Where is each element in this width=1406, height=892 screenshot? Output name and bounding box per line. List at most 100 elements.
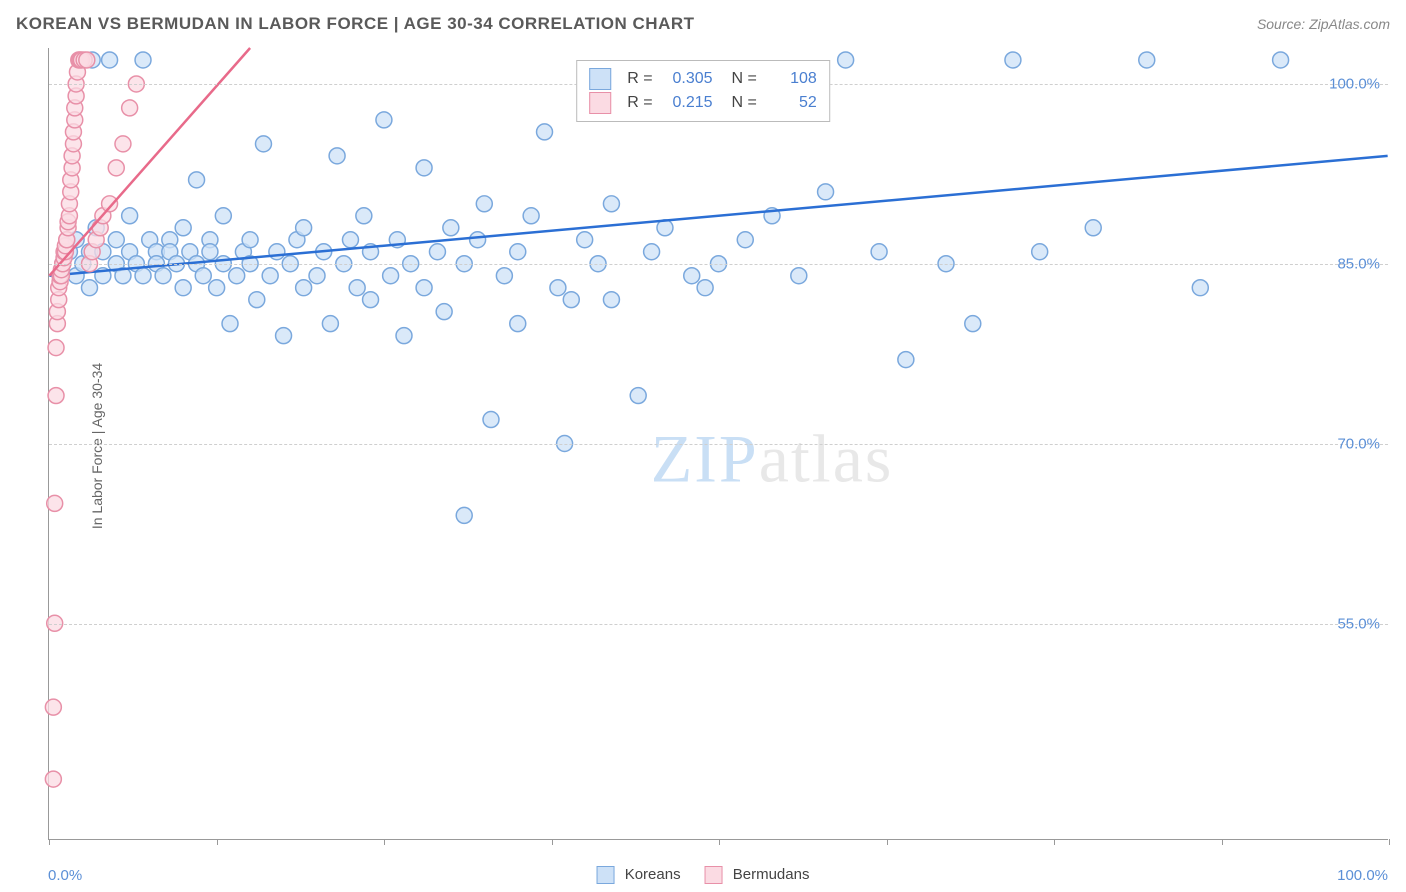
data-point <box>296 280 312 296</box>
data-point <box>262 268 278 284</box>
y-tick-label: 100.0% <box>1329 76 1380 93</box>
data-point <box>122 100 138 116</box>
legend-label: Bermudans <box>733 866 810 883</box>
data-point <box>898 352 914 368</box>
data-point <box>1005 52 1021 68</box>
data-point <box>215 208 231 224</box>
data-point <box>222 316 238 332</box>
swatch-icon <box>589 92 611 114</box>
x-tick <box>1389 839 1390 845</box>
legend-label: Koreans <box>625 866 681 883</box>
data-point <box>209 280 225 296</box>
data-point <box>818 184 834 200</box>
y-tick-label: 85.0% <box>1337 256 1380 273</box>
gridline <box>49 624 1388 625</box>
data-point <box>396 328 412 344</box>
data-point <box>443 220 459 236</box>
x-max-label: 100.0% <box>1337 867 1388 884</box>
data-point <box>684 268 700 284</box>
data-point <box>838 52 854 68</box>
data-point <box>329 148 345 164</box>
data-point <box>269 244 285 260</box>
data-point <box>1032 244 1048 260</box>
data-point <box>523 208 539 224</box>
data-point <box>48 340 64 356</box>
x-tick <box>1054 839 1055 845</box>
stats-row-koreans: R = 0.305 N = 108 <box>589 67 817 91</box>
data-point <box>342 232 358 248</box>
data-point <box>309 268 325 284</box>
swatch-icon <box>705 866 723 884</box>
data-point <box>189 172 205 188</box>
x-tick <box>384 839 385 845</box>
data-point <box>483 412 499 428</box>
data-point <box>510 244 526 260</box>
y-tick-label: 55.0% <box>1337 616 1380 633</box>
data-point <box>603 196 619 212</box>
data-point <box>82 280 98 296</box>
data-point <box>470 232 486 248</box>
x-tick <box>552 839 553 845</box>
data-point <box>349 280 365 296</box>
data-point <box>1139 52 1155 68</box>
data-point <box>102 196 118 212</box>
data-point <box>496 268 512 284</box>
data-point <box>871 244 887 260</box>
x-tick <box>49 839 50 845</box>
swatch-icon <box>589 68 611 90</box>
chart-title: KOREAN VS BERMUDAN IN LABOR FORCE | AGE … <box>16 14 695 34</box>
data-point <box>416 280 432 296</box>
data-point <box>436 304 452 320</box>
x-tick <box>719 839 720 845</box>
x-tick <box>217 839 218 845</box>
data-point <box>429 244 445 260</box>
data-point <box>356 208 372 224</box>
data-point <box>155 268 171 284</box>
data-point <box>363 292 379 308</box>
data-point <box>510 316 526 332</box>
gridline <box>49 264 1388 265</box>
data-point <box>202 244 218 260</box>
data-point <box>108 160 124 176</box>
data-point <box>577 232 593 248</box>
data-point <box>383 268 399 284</box>
data-point <box>115 136 131 152</box>
data-point <box>195 268 211 284</box>
data-point <box>48 388 64 404</box>
source-attribution: Source: ZipAtlas.com <box>1257 16 1390 32</box>
legend-item-bermudans: Bermudans <box>705 866 810 884</box>
bottom-legend: Koreans Bermudans <box>597 866 810 884</box>
data-point <box>630 388 646 404</box>
swatch-icon <box>597 866 615 884</box>
legend-item-koreans: Koreans <box>597 866 681 884</box>
data-point <box>644 244 660 260</box>
data-point <box>563 292 579 308</box>
data-point <box>175 220 191 236</box>
x-tick <box>887 839 888 845</box>
data-point <box>45 771 61 787</box>
stats-label: N = <box>723 67 757 91</box>
data-point <box>45 699 61 715</box>
data-point <box>603 292 619 308</box>
stats-r-value: 0.215 <box>663 91 713 115</box>
stats-label: R = <box>627 91 652 115</box>
y-tick-label: 70.0% <box>1337 436 1380 453</box>
data-point <box>416 160 432 176</box>
data-point <box>102 52 118 68</box>
data-point <box>376 112 392 128</box>
data-point <box>456 507 472 523</box>
data-point <box>255 136 271 152</box>
data-point <box>550 280 566 296</box>
stats-n-value: 52 <box>767 91 817 115</box>
data-point <box>296 220 312 236</box>
data-point <box>1085 220 1101 236</box>
data-point <box>965 316 981 332</box>
data-point <box>242 232 258 248</box>
data-point <box>476 196 492 212</box>
data-point <box>122 208 138 224</box>
data-point <box>1273 52 1289 68</box>
x-tick <box>1222 839 1223 845</box>
data-point <box>697 280 713 296</box>
data-point <box>47 495 63 511</box>
data-point <box>249 292 265 308</box>
